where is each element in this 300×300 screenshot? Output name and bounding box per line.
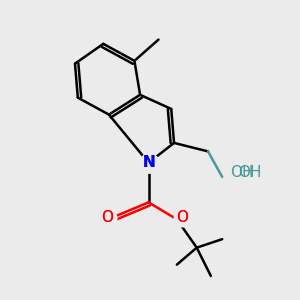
Text: O: O	[101, 210, 113, 225]
Text: N: N	[142, 155, 155, 170]
Text: O: O	[176, 210, 188, 225]
Text: O: O	[101, 210, 113, 225]
Text: OH: OH	[230, 165, 254, 180]
Text: N: N	[142, 155, 155, 170]
Text: OH: OH	[238, 165, 261, 180]
Text: O: O	[176, 210, 188, 225]
